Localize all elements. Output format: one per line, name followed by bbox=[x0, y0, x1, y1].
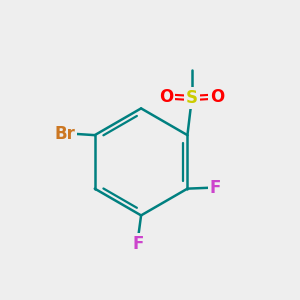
Text: O: O bbox=[160, 88, 174, 106]
Text: S: S bbox=[186, 89, 198, 107]
Text: Br: Br bbox=[55, 125, 76, 143]
Text: F: F bbox=[132, 235, 144, 253]
Text: F: F bbox=[210, 179, 221, 197]
Text: O: O bbox=[210, 88, 224, 106]
